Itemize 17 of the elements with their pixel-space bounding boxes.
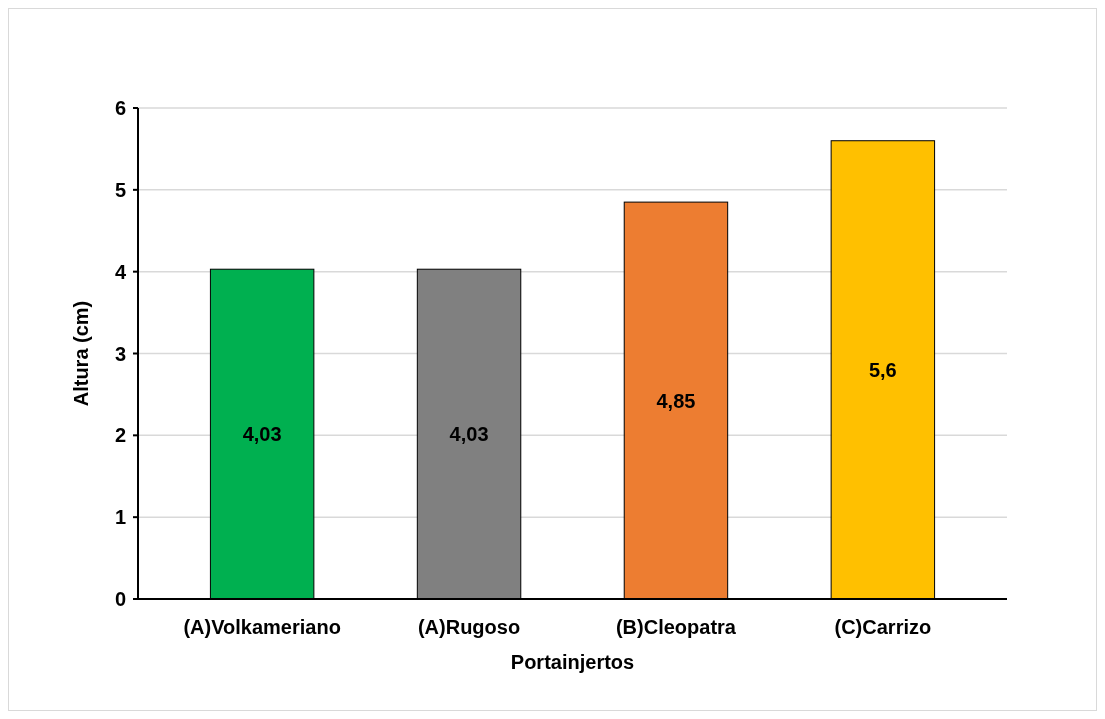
y-tick-label: 6 bbox=[114, 97, 126, 119]
data-label: 5,6 bbox=[868, 358, 897, 381]
y-tick-label: 1 bbox=[114, 506, 126, 529]
data-label: 4,85 bbox=[656, 389, 696, 412]
y-tick-label: 3 bbox=[114, 342, 126, 365]
data-label: 4,03 bbox=[449, 423, 489, 446]
y-tick-label: 0 bbox=[114, 588, 126, 610]
x-axis-title: Portainjertos bbox=[510, 651, 635, 673]
y-axis-title: Altura (cm) bbox=[70, 300, 92, 407]
y-tick-label: 4 bbox=[114, 260, 127, 283]
x-tick-label: (A)Rugoso bbox=[417, 616, 521, 638]
x-tick-label: (C)Carrizo bbox=[834, 616, 932, 638]
x-tick-label: (A)Volkameriano bbox=[183, 616, 341, 638]
x-tick-label: (B)Cleopatra bbox=[615, 616, 737, 638]
data-label: 4,03 bbox=[242, 423, 282, 446]
y-tick-label: 5 bbox=[114, 178, 126, 201]
y-tick-label: 2 bbox=[114, 424, 126, 447]
